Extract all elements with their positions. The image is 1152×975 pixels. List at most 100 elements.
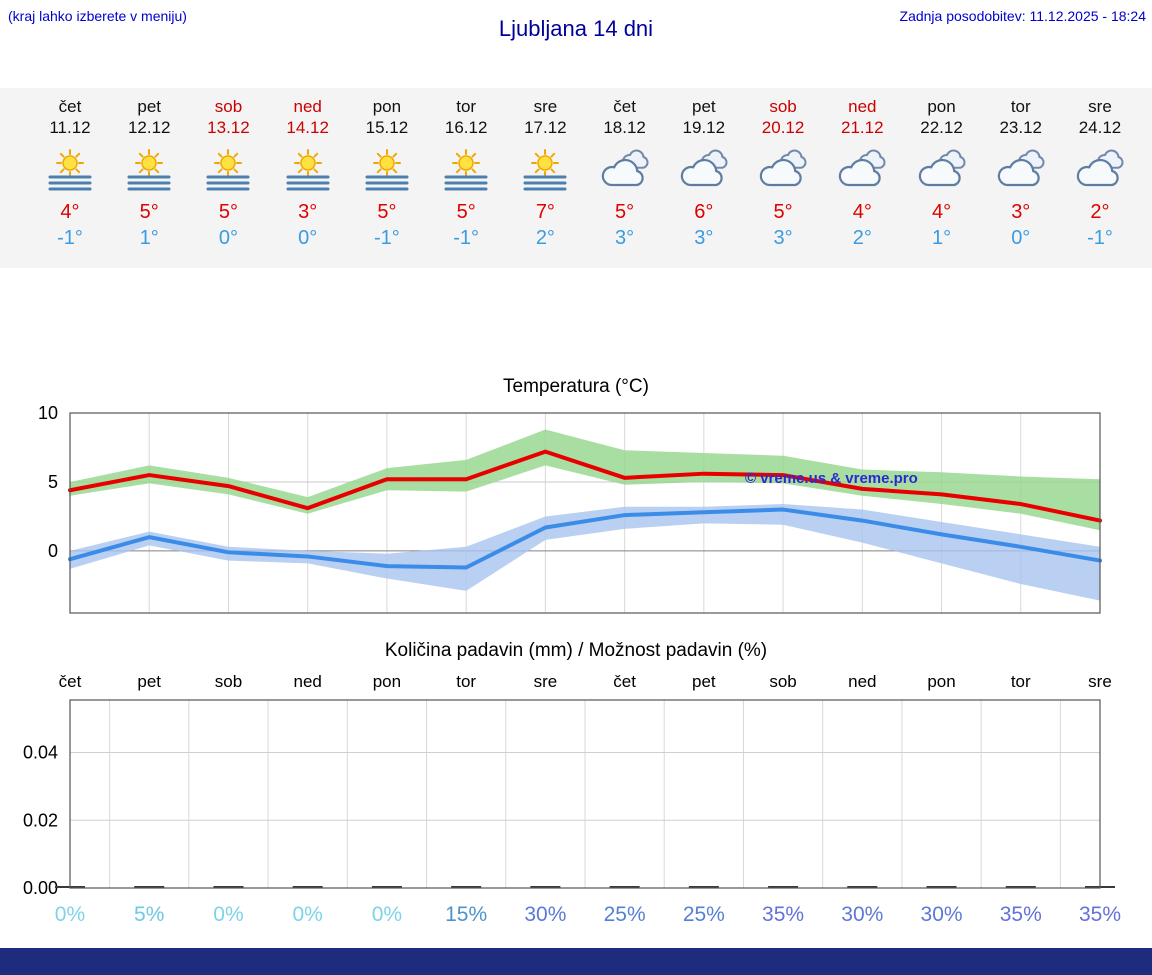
forecast-strip: čet 11.12 4° -1° pet 12.12 5° 1° sob 13.12 5° 0° ned…	[0, 88, 1152, 268]
precip-day-label: sre	[1088, 672, 1112, 691]
precip-day-label: sob	[769, 672, 797, 691]
day-label: ned	[848, 97, 877, 116]
svg-text:0.02: 0.02	[23, 810, 58, 830]
sun-fog-icon	[268, 147, 347, 195]
max-temp: 5°	[615, 201, 635, 223]
min-temp: -1°	[453, 227, 480, 249]
day-label: tor	[456, 97, 477, 116]
day-label: sre	[1088, 97, 1112, 116]
precip-probability: 0%	[54, 903, 86, 926]
date-label: 20.12	[761, 118, 805, 137]
min-temp: -1°	[1087, 227, 1113, 249]
precip-probability: 25%	[603, 903, 646, 926]
precip-day-label: sre	[533, 672, 558, 691]
cloudy-icon	[981, 147, 1060, 195]
precip-probability: 15%	[445, 903, 488, 926]
min-temp: 0°	[218, 227, 239, 249]
date-label: 19.12	[682, 118, 726, 137]
max-temp: 5°	[139, 201, 159, 223]
forecast-day-column[interactable]: sre 24.12 2° -1°	[1060, 96, 1139, 251]
date-label: 14.12	[286, 118, 329, 137]
max-temp: 6°	[694, 201, 714, 223]
date-label: 11.12	[49, 118, 91, 137]
date-label: 12.12	[127, 118, 171, 137]
precip-probability: 0%	[292, 903, 323, 926]
day-label: pet	[692, 97, 716, 116]
date-label: 22.12	[920, 118, 963, 137]
precip-day-label: pet	[692, 672, 716, 691]
day-label: sob	[769, 97, 797, 116]
date-label: 24.12	[1078, 118, 1122, 137]
cloudy-icon	[585, 147, 664, 195]
cloudy-icon	[902, 147, 981, 195]
max-temp: 5°	[218, 201, 239, 223]
sun-fog-icon	[110, 147, 189, 195]
temperature-chart-title: Temperatura (°C)	[503, 376, 649, 397]
day-label: čet	[613, 97, 636, 116]
precipitation-chart: 0.04 0.02 0.00	[23, 699, 1115, 898]
cloudy-icon	[743, 147, 822, 195]
day-label: pon	[927, 97, 956, 116]
day-label: sre	[533, 97, 558, 116]
svg-text:0: 0	[48, 541, 58, 561]
precip-probability: 0%	[371, 903, 403, 926]
cloudy-icon	[664, 147, 743, 195]
forecast-day-column[interactable]: tor 16.12 5° -1°	[427, 96, 506, 251]
cloudy-icon	[823, 147, 902, 195]
forecast-day-column[interactable]: sre 17.12 7° 2°	[506, 96, 585, 251]
precip-day-label: pet	[137, 672, 162, 691]
forecast-day-column[interactable]: tor 23.12 3° 0°	[981, 96, 1060, 251]
precip-probability: 30%	[920, 903, 963, 926]
min-temp: -1°	[57, 227, 83, 249]
precip-probability: 5%	[134, 903, 165, 926]
min-temp: 2°	[535, 227, 555, 249]
max-temp: 5°	[377, 201, 397, 223]
min-temp: -1°	[374, 227, 400, 249]
forecast-day-column[interactable]: ned 14.12 3° 0°	[268, 96, 347, 251]
svg-text:0.04: 0.04	[23, 743, 58, 763]
day-label: tor	[1010, 97, 1031, 116]
forecast-day-column[interactable]: sob 20.12 5° 3°	[743, 96, 822, 251]
sun-fog-icon	[189, 147, 268, 195]
min-temp: 3°	[773, 227, 793, 249]
forecast-day-column[interactable]: pon 22.12 4° 1°	[902, 96, 981, 251]
cloudy-icon	[1060, 147, 1139, 195]
max-temp: 2°	[1090, 201, 1110, 223]
precip-day-label: pon	[927, 672, 956, 691]
forecast-day-column[interactable]: ned 21.12 4° 2°	[823, 96, 902, 251]
last-updated: Zadnja posodobitev: 11.12.2025 - 18:24	[899, 8, 1146, 24]
footer-bar	[0, 948, 1152, 975]
precip-probability-row: 0% 5% 0% 0% 0% 15% 30% 25% 25% 35% 30% 30% 35% 35%	[0, 903, 1152, 929]
forecast-day-column[interactable]: pet 12.12 5° 1°	[110, 96, 189, 251]
precip-day-label: čet	[613, 672, 636, 691]
date-label: 23.12	[999, 118, 1043, 137]
day-label: pet	[137, 97, 162, 116]
max-temp: 4°	[60, 201, 80, 223]
max-temp: 5°	[773, 201, 793, 223]
forecast-day-column[interactable]: čet 11.12 4° -1°	[30, 96, 109, 251]
day-label: čet	[58, 97, 82, 116]
date-label: 16.12	[444, 118, 488, 137]
forecast-day-column[interactable]: pon 15.12 5° -1°	[347, 96, 426, 251]
min-temp: 1°	[139, 227, 159, 249]
svg-text:0.00: 0.00	[23, 878, 58, 898]
watermark: © vreme.us & vreme.pro	[745, 470, 918, 487]
svg-text:10: 10	[38, 405, 58, 423]
min-temp: 0°	[298, 227, 318, 249]
date-label: 15.12	[365, 118, 409, 137]
precip-day-label: sob	[214, 672, 243, 691]
forecast-day-column[interactable]: čet 18.12 5° 3°	[585, 96, 664, 251]
precip-day-label: tor	[456, 672, 477, 691]
min-temp: 1°	[931, 227, 952, 249]
precip-probability: 25%	[682, 903, 725, 926]
precip-day-label: čet	[58, 672, 82, 691]
precip-day-label: ned	[293, 672, 322, 691]
forecast-day-column[interactable]: sob 13.12 5° 0°	[189, 96, 268, 251]
sun-fog-icon	[30, 147, 109, 195]
precip-probability: 0%	[213, 903, 244, 926]
max-temp: 5°	[456, 201, 476, 223]
sun-fog-icon	[427, 147, 506, 195]
sun-fog-icon	[506, 147, 585, 195]
forecast-day-column[interactable]: pet 19.12 6° 3°	[664, 96, 743, 251]
